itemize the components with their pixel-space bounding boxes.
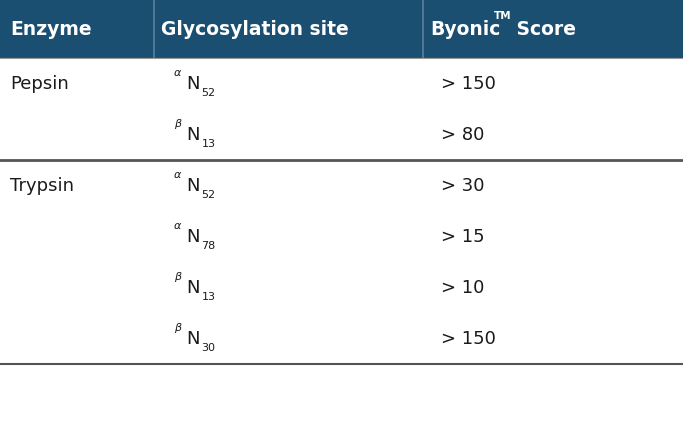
- Text: β: β: [174, 272, 181, 283]
- Text: N: N: [186, 330, 200, 348]
- Text: 13: 13: [201, 292, 215, 302]
- Text: N: N: [186, 177, 200, 195]
- Text: > 15: > 15: [441, 228, 484, 246]
- Text: > 30: > 30: [441, 177, 484, 195]
- Text: 52: 52: [201, 88, 216, 98]
- Text: N: N: [186, 126, 200, 144]
- Text: α: α: [174, 170, 182, 181]
- Text: Trypsin: Trypsin: [10, 177, 74, 195]
- Text: > 150: > 150: [441, 75, 495, 93]
- Text: > 80: > 80: [441, 126, 484, 144]
- Text: Glycosylation site: Glycosylation site: [161, 20, 348, 38]
- Bar: [0, 0, 683, 58]
- Text: 52: 52: [201, 190, 216, 200]
- Text: 78: 78: [201, 241, 216, 251]
- Text: Pepsin: Pepsin: [10, 75, 69, 93]
- Text: 13: 13: [201, 139, 215, 149]
- Text: β: β: [174, 323, 181, 334]
- Text: α: α: [174, 221, 182, 232]
- Text: N: N: [186, 228, 200, 246]
- Text: Byonic: Byonic: [430, 20, 501, 38]
- Text: > 10: > 10: [441, 279, 484, 297]
- Text: N: N: [186, 75, 200, 93]
- Text: TM: TM: [494, 11, 512, 21]
- Text: > 150: > 150: [441, 330, 495, 348]
- Text: 30: 30: [201, 343, 215, 353]
- Text: α: α: [174, 68, 182, 79]
- Text: N: N: [186, 279, 200, 297]
- Text: Enzyme: Enzyme: [10, 20, 92, 38]
- Text: Score: Score: [510, 20, 576, 38]
- Text: β: β: [174, 119, 181, 130]
